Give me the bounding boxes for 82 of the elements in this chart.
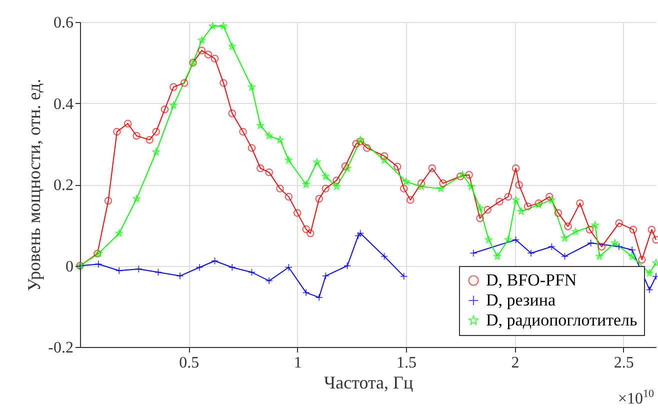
point <box>646 269 654 276</box>
point <box>504 236 512 243</box>
point <box>560 252 569 260</box>
point <box>476 204 484 212</box>
point <box>628 246 636 254</box>
point <box>256 122 264 129</box>
y-tick-label: 0 <box>66 258 74 276</box>
point <box>248 268 256 276</box>
point <box>132 194 140 202</box>
point <box>437 184 444 192</box>
point <box>354 232 362 240</box>
point <box>152 148 160 156</box>
point <box>228 42 236 50</box>
point <box>134 265 143 273</box>
point <box>400 272 408 280</box>
x-tick-label: 1 <box>294 354 302 372</box>
y-tick-label: 0.4 <box>54 96 74 113</box>
x-tick-label: 2.5 <box>614 354 634 372</box>
point <box>176 272 184 280</box>
point <box>380 252 388 260</box>
point <box>548 242 556 251</box>
point <box>380 156 388 164</box>
y-tick-label: 0.2 <box>54 177 74 194</box>
point <box>265 132 273 139</box>
point <box>458 170 466 178</box>
point <box>276 136 284 144</box>
point <box>344 164 352 172</box>
x-tick-label: 0.5 <box>179 354 200 372</box>
point <box>154 268 162 276</box>
point <box>210 257 219 265</box>
point <box>94 260 102 268</box>
point <box>646 286 654 294</box>
point <box>115 266 123 274</box>
point <box>198 36 206 44</box>
legend-label: D, резина <box>486 290 556 310</box>
y-tick-label: 0.6 <box>54 14 74 32</box>
point <box>561 234 568 242</box>
x-tick-label: 2 <box>511 354 520 372</box>
point <box>548 196 556 204</box>
y-axis-title: Уровень мощности, отн. ед. <box>24 78 44 292</box>
point <box>115 229 123 236</box>
point <box>322 172 330 180</box>
point <box>196 264 204 272</box>
point <box>494 252 502 260</box>
point <box>322 272 330 280</box>
point <box>356 229 364 238</box>
point <box>284 264 293 272</box>
text: ×10$^{10}$ <box>618 388 654 408</box>
point <box>484 236 492 243</box>
point <box>220 22 228 30</box>
point <box>343 262 352 270</box>
y-tick-label: -0.2 <box>48 340 74 356</box>
point <box>170 101 178 108</box>
point <box>315 294 323 302</box>
x-axis-title: Частота, Гц <box>324 372 414 392</box>
point <box>591 221 599 228</box>
point <box>208 22 216 30</box>
point <box>228 264 236 272</box>
point <box>518 207 525 215</box>
point <box>284 156 292 164</box>
point <box>302 180 310 188</box>
point <box>527 249 535 258</box>
point <box>615 242 623 251</box>
legend-label: D, радиопоглотитель <box>486 310 638 330</box>
point <box>313 158 321 166</box>
legend-label: D, BFO-PFN <box>486 270 577 290</box>
point <box>470 249 478 258</box>
point <box>418 182 425 190</box>
x-tick-label: 1.5 <box>396 354 417 372</box>
point <box>332 182 340 190</box>
point <box>572 228 580 235</box>
point <box>468 182 475 190</box>
point <box>248 83 256 90</box>
point <box>402 178 410 185</box>
point <box>512 236 520 244</box>
point <box>611 239 618 246</box>
point <box>265 276 273 285</box>
point <box>512 196 520 204</box>
point <box>302 288 310 296</box>
point <box>628 252 636 260</box>
point <box>596 252 604 260</box>
point <box>586 239 595 247</box>
